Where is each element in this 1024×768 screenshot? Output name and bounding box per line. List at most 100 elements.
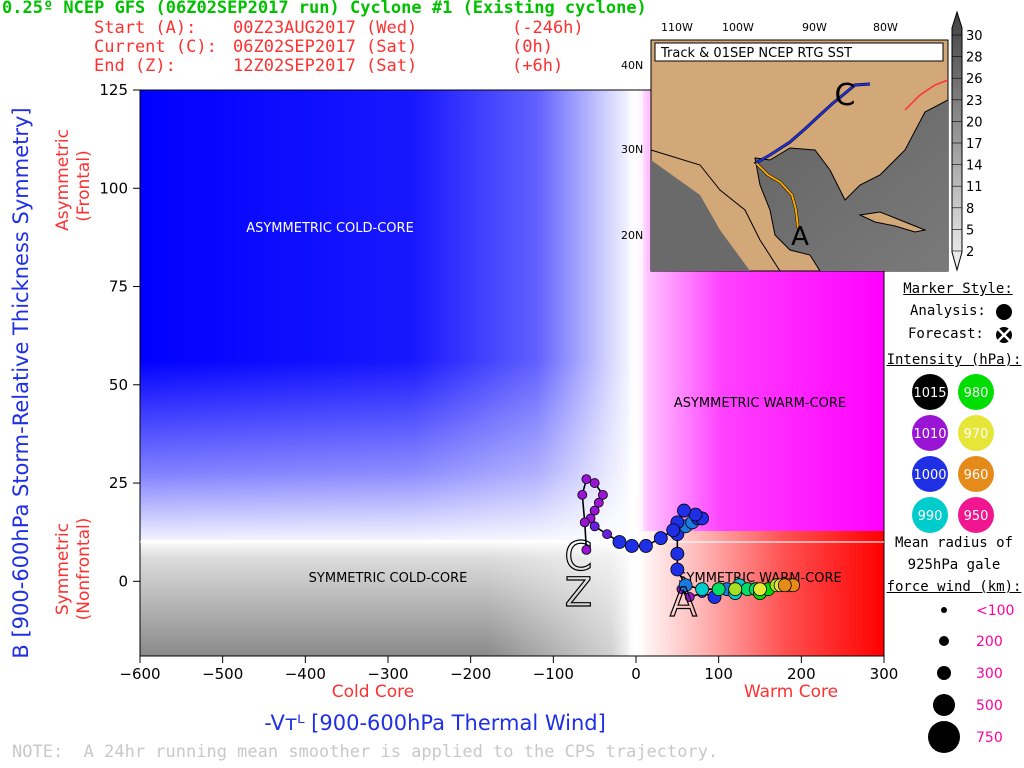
- radius-label: 200: [976, 634, 1003, 650]
- inset-marker-start: A: [791, 222, 809, 252]
- quadrant-label-sym-warm: SYMMETRIC WARM-CORE: [678, 571, 841, 586]
- start-date: 00Z23AUG2017 (Wed): [233, 18, 418, 38]
- colorbar-label: 30: [966, 29, 983, 44]
- radius-title-line1: Mean radius of: [894, 535, 1013, 551]
- chart-title: 0.25º NCEP GFS (06Z02SEP2017 run) Cyclon…: [2, 0, 647, 18]
- colorbar-label: 17: [966, 137, 983, 152]
- colorbar-label: 5: [966, 223, 974, 238]
- trajectory-point: [581, 544, 592, 555]
- trajectory-point: [612, 535, 627, 549]
- legend: [996, 304, 1012, 343]
- radius-label: <100: [976, 603, 1014, 619]
- y-tick-label: 0: [118, 572, 128, 590]
- inset-pacific: [651, 160, 750, 271]
- intensity-swatch: [912, 415, 948, 451]
- start-label: Start (A):: [94, 18, 197, 38]
- x-tick-label: −300: [367, 665, 408, 683]
- trajectory-point: [684, 592, 695, 602]
- x-tick-label: 0: [631, 665, 641, 683]
- colorbar-label: 23: [966, 94, 983, 109]
- analysis-marker: [996, 304, 1012, 320]
- current-offset: (0h): [512, 37, 553, 57]
- intensity-swatch: [912, 374, 948, 410]
- x-side-label-warm: Warm Core: [744, 682, 838, 702]
- trajectory-point: [589, 505, 600, 516]
- colorbar-label: 2: [966, 245, 974, 260]
- inset-title: Track & 01SEP NCEP RTG SST: [660, 46, 852, 61]
- inset-island-cuba: [858, 211, 927, 233]
- trajectory-point: [678, 578, 693, 593]
- y-tick-label: 125: [99, 81, 128, 99]
- radius-legend: <100 200 300 500 750: [928, 603, 1014, 753]
- x-tick-label: −100: [533, 665, 574, 683]
- trajectory-point: [639, 539, 653, 553]
- inset-track-end: [904, 79, 949, 111]
- trajectory-point: [728, 582, 743, 597]
- forecast-marker-cross: [997, 328, 1011, 342]
- x-axis-ticks: −600 −500 −400 −300 −200 −100 0 100 200 300: [119, 656, 898, 683]
- intensity-label: 1000: [913, 468, 946, 483]
- radius-label: 300: [976, 666, 1003, 682]
- trajectory-point: [688, 507, 703, 522]
- trajectory-point: [653, 531, 668, 545]
- radius-title-line3: force wind (km):: [886, 579, 1022, 595]
- radius-swatch: [941, 607, 947, 613]
- intensity-label: 980: [964, 386, 989, 401]
- trajectory-point: [577, 489, 588, 500]
- analysis-label: Analysis:: [910, 303, 986, 319]
- y-side-label-symmetric: Symmetric: [53, 523, 73, 615]
- marker-start: A: [670, 580, 698, 626]
- intensity-swatch: [958, 374, 994, 410]
- x-axis-title: -Vᴛᴸ [900-600hPa Thermal Wind]: [264, 711, 606, 735]
- inset-marker-current: C: [835, 78, 856, 113]
- intensity-label: 970: [964, 427, 989, 442]
- cyclone-trajectory: A CZ: [140, 474, 884, 627]
- intensity-label: 1015: [913, 386, 946, 401]
- intensity-swatch: [958, 456, 994, 492]
- inset-lon-110w: 110W: [661, 21, 693, 34]
- forecast-label: Forecast:: [908, 326, 984, 342]
- marker-current: C: [564, 534, 592, 580]
- quadrant-label-asym-cold: ASYMMETRIC COLD-CORE: [246, 221, 414, 236]
- trajectory-point: [602, 529, 612, 540]
- intensity-label: 1010: [913, 427, 946, 442]
- colorbar-label: 26: [966, 72, 983, 87]
- y-axis-title: B [900-600hPa Storm-Relative Thickness S…: [9, 107, 33, 658]
- trajectory-point: [624, 539, 639, 553]
- inset-lon-100w: 100W: [722, 21, 754, 34]
- trajectory-point: [593, 497, 604, 508]
- colorbar-label: 11: [966, 180, 983, 195]
- inset-track-inland: [755, 83, 871, 164]
- y-side-label-asymmetric: Asymmetric: [53, 129, 73, 231]
- inset-track-gulf: [755, 162, 799, 229]
- end-label: End (Z):: [94, 56, 176, 76]
- trajectory-point: [777, 578, 792, 593]
- trajectory-point: [670, 562, 685, 577]
- radius-swatch: [939, 636, 949, 646]
- quadrant-label-sym-cold: SYMMETRIC COLD-CORE: [309, 571, 468, 586]
- trajectory-point: [670, 546, 685, 561]
- radius-label: 500: [976, 698, 1003, 714]
- intensity-label: 960: [964, 468, 989, 483]
- start-offset: (-246h): [512, 18, 584, 38]
- trajectory-point: [695, 582, 710, 597]
- inset-lat-30n: 30N: [621, 143, 643, 156]
- inset-track-map: C A Track & 01SEP NCEP RTG SST 110W 100W…: [621, 21, 949, 272]
- marker-style-title: Marker Style:: [903, 281, 1013, 297]
- trajectory-point: [598, 489, 608, 500]
- trajectory-point: [666, 523, 681, 538]
- inset-lon-80w: 80W: [873, 21, 898, 34]
- intensity-title: Intensity (hPa):: [886, 352, 1022, 368]
- x-tick-label: 200: [787, 665, 816, 683]
- x-tick-label: −200: [450, 665, 491, 683]
- trajectory-point: [711, 582, 726, 597]
- intensity-swatch: [958, 415, 994, 451]
- radius-swatch: [928, 721, 960, 753]
- y-side-label-frontal: (Frontal): [74, 150, 94, 221]
- x-tick-label: 100: [704, 665, 733, 683]
- radius-swatch: [937, 666, 951, 680]
- x-side-label-cold: Cold Core: [332, 682, 415, 702]
- end-date: 12Z02SEP2017 (Sat): [233, 56, 418, 76]
- inset-lat-20n: 20N: [621, 229, 643, 242]
